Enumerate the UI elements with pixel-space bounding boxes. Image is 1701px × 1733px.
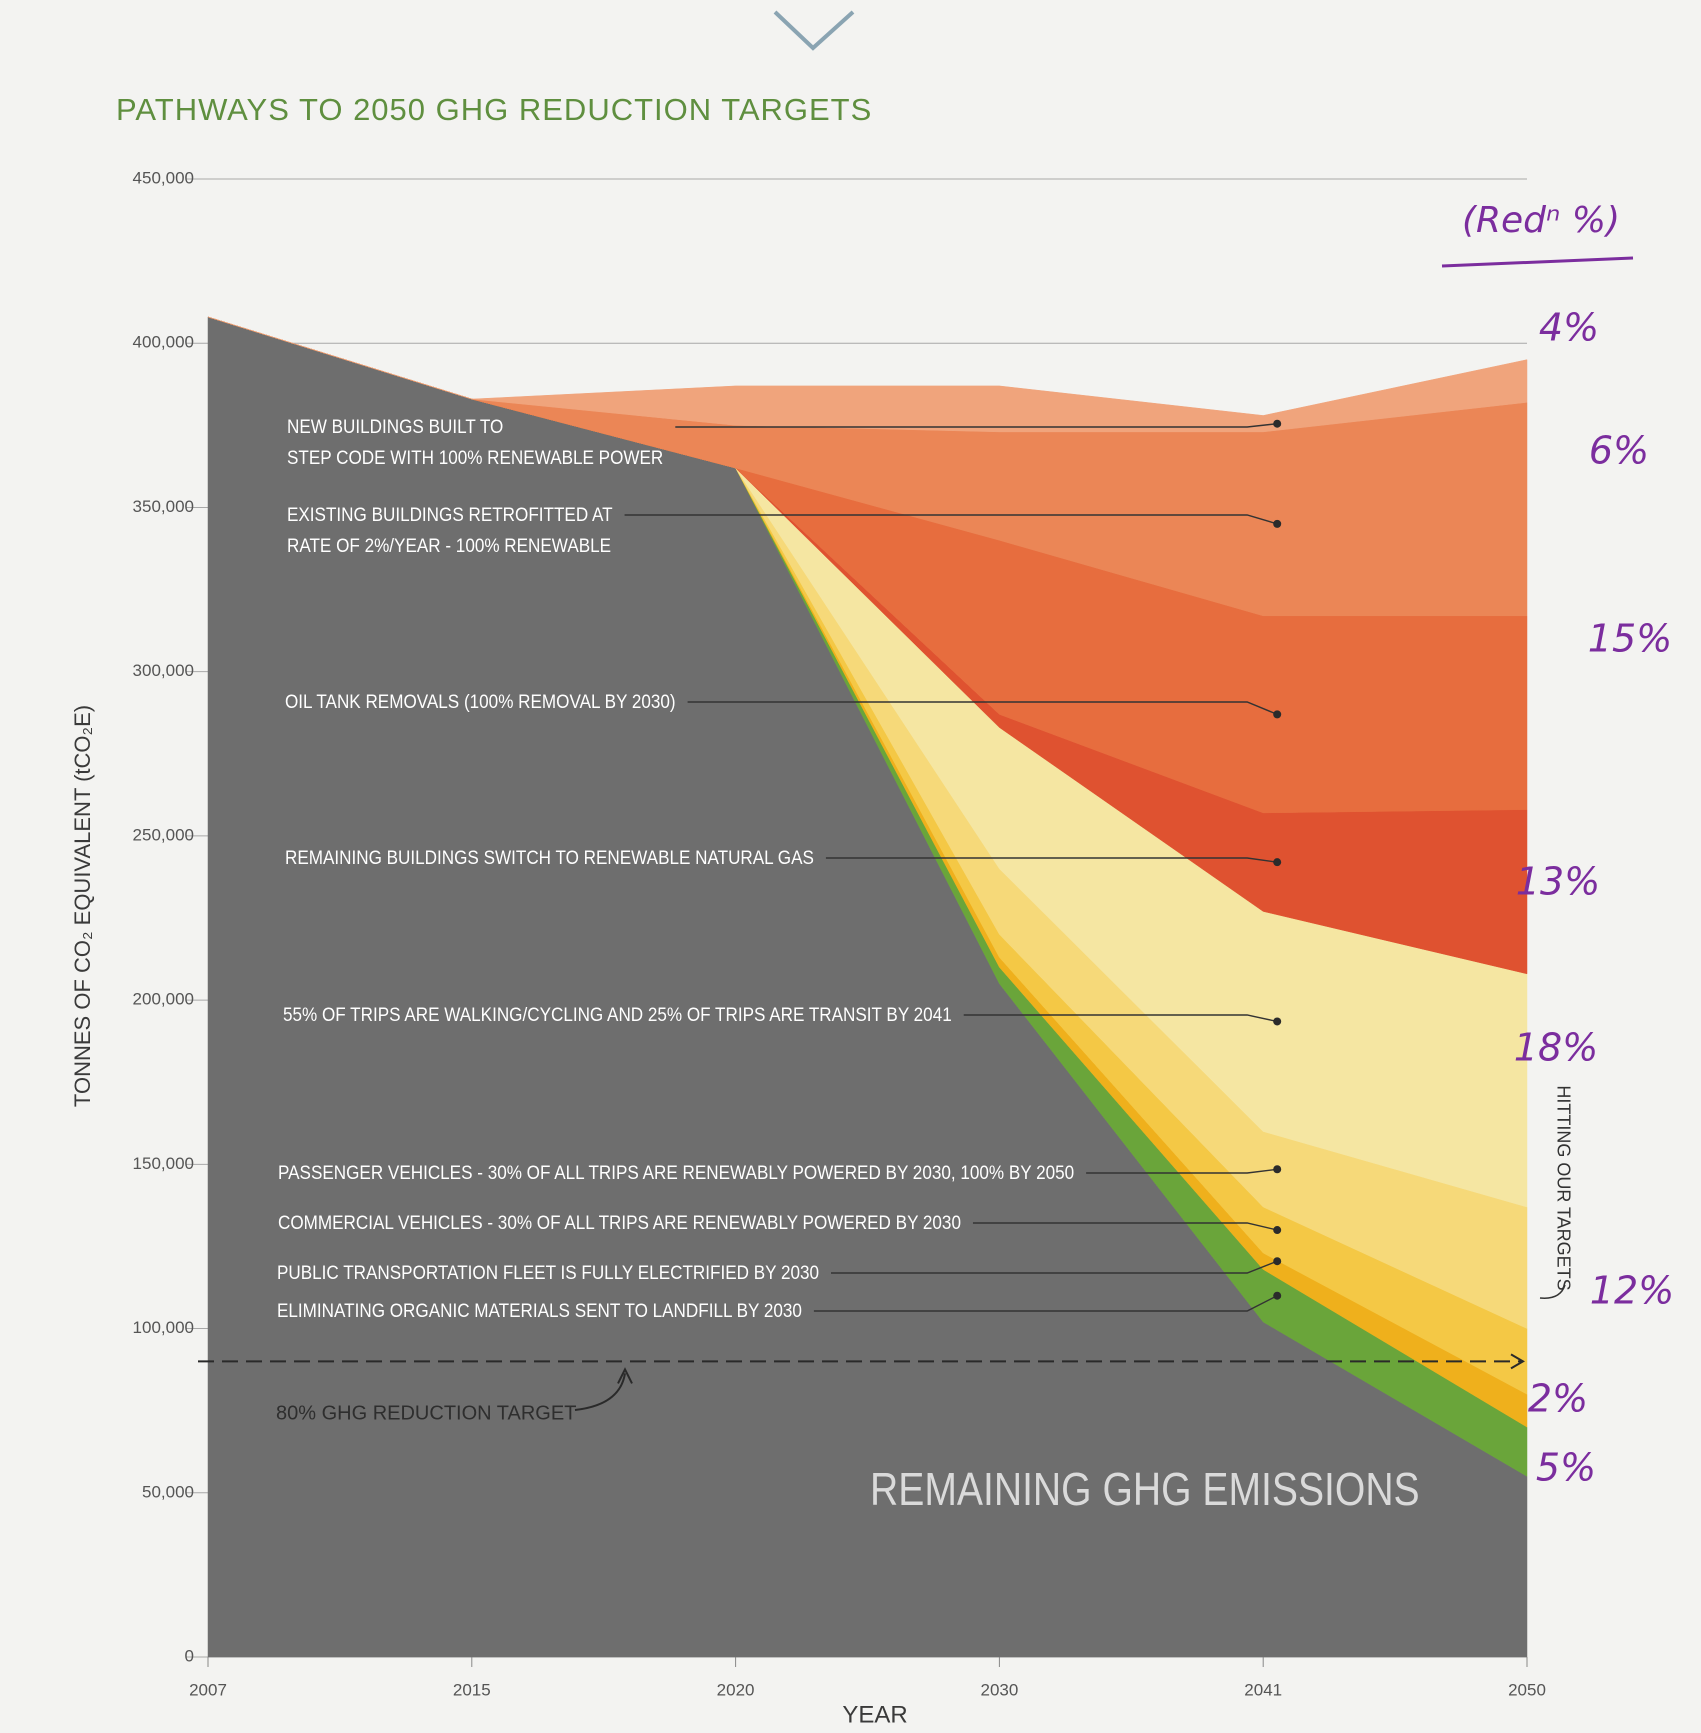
y-tick-label: 300,000 (133, 661, 194, 680)
area (207, 316, 1528, 433)
x-tick-label: 2041 (1244, 1680, 1282, 1699)
annotation-percent: 6% (1589, 429, 1649, 473)
x-axis-label: YEAR (842, 1701, 907, 1728)
target-label: 80% GHG REDUCTION TARGET (276, 1402, 576, 1424)
target-arrowhead (1510, 1353, 1525, 1370)
leader-line (813, 1295, 1278, 1312)
series-label: REMAINING GHG EMISSIONS (870, 1463, 1420, 1515)
leader-line (972, 1222, 1278, 1231)
target-arrow-head (617, 1367, 633, 1384)
annotation-percent: 18% (1514, 1026, 1598, 1070)
annotation-percent: 12% (1590, 1269, 1674, 1313)
series-label: 55% OF TRIPS ARE WALKING/CYCLING AND 25%… (283, 1005, 952, 1026)
annotation-heading: (Redⁿ %) (1462, 200, 1620, 241)
leader-dot (1273, 1226, 1282, 1235)
leader-line (1086, 1168, 1278, 1174)
x-tick-label: 2015 (453, 1680, 491, 1699)
y-tick-label: 50,000 (142, 1482, 194, 1501)
series-label: ELIMINATING ORGANIC MATERIALS SENT TO LA… (277, 1301, 802, 1322)
side-label: HITTING OUR TARGETS (1553, 1085, 1573, 1290)
leader-line (830, 1260, 1278, 1274)
y-tick-label: 200,000 (133, 990, 194, 1009)
annotation-percent: 13% (1516, 860, 1600, 904)
y-tick-label: 450,000 (133, 168, 194, 187)
y-tick-label: 400,000 (133, 333, 194, 352)
y-tick-label: 0 (185, 1646, 194, 1665)
leader-dot (1273, 1165, 1282, 1174)
leader-dot (1273, 1257, 1282, 1266)
annotation-percent: 4% (1539, 306, 1599, 350)
y-axis-label: TONNES OF CO₂ EQUIVALENT (tCO₂E) (70, 705, 95, 1107)
x-tick-label: 2050 (1508, 1680, 1546, 1699)
series-label: REMAINING BUILDINGS SWITCH TO RENEWABLE … (285, 848, 814, 869)
series-label: PASSENGER VEHICLES - 30% OF ALL TRIPS AR… (278, 1163, 1075, 1184)
series-label: OIL TANK REMOVALS (100% REMOVAL BY 2030) (285, 692, 676, 713)
target-arrow (574, 1373, 626, 1411)
y-tick-label: 150,000 (133, 1154, 194, 1173)
y-tick-label: 350,000 (133, 497, 194, 516)
leader-line (624, 514, 1278, 525)
annotation-percent: 5% (1536, 1446, 1596, 1490)
leader-dot (1273, 419, 1282, 428)
chart-title: PATHWAYS TO 2050 GHG REDUCTION TARGETS (116, 92, 872, 127)
annotation-underline (1441, 256, 1634, 268)
series-label: NEW BUILDINGS BUILT TO STEP CODE WITH 10… (287, 417, 664, 469)
x-tick-label: 2007 (189, 1680, 227, 1699)
x-tick-label: 2030 (980, 1680, 1018, 1699)
annotation-percent: 2% (1528, 1377, 1588, 1421)
leader-dot (1273, 1017, 1282, 1026)
leader-dot (1273, 710, 1282, 719)
series-label: PUBLIC TRANSPORTATION FLEET IS FULLY ELE… (277, 1263, 819, 1284)
series-label: EXISTING BUILDINGS RETROFITTED AT RATE O… (287, 505, 613, 557)
leader-line (675, 422, 1278, 428)
y-tick-label: 250,000 (133, 825, 194, 844)
series-label: COMMERCIAL VEHICLES - 30% OF ALL TRIPS A… (278, 1213, 961, 1234)
leader-line (825, 857, 1278, 863)
side-brace (1539, 1284, 1566, 1299)
annotation-percent: 15% (1588, 617, 1672, 661)
leader-line (687, 701, 1278, 716)
y-tick-label: 100,000 (133, 1318, 194, 1337)
chevron (773, 10, 855, 51)
leader-dot (1273, 1291, 1282, 1300)
leader-dot (1273, 858, 1282, 867)
leader-dot (1273, 519, 1282, 528)
leader-line (963, 1014, 1278, 1023)
x-tick-label: 2020 (717, 1680, 755, 1699)
